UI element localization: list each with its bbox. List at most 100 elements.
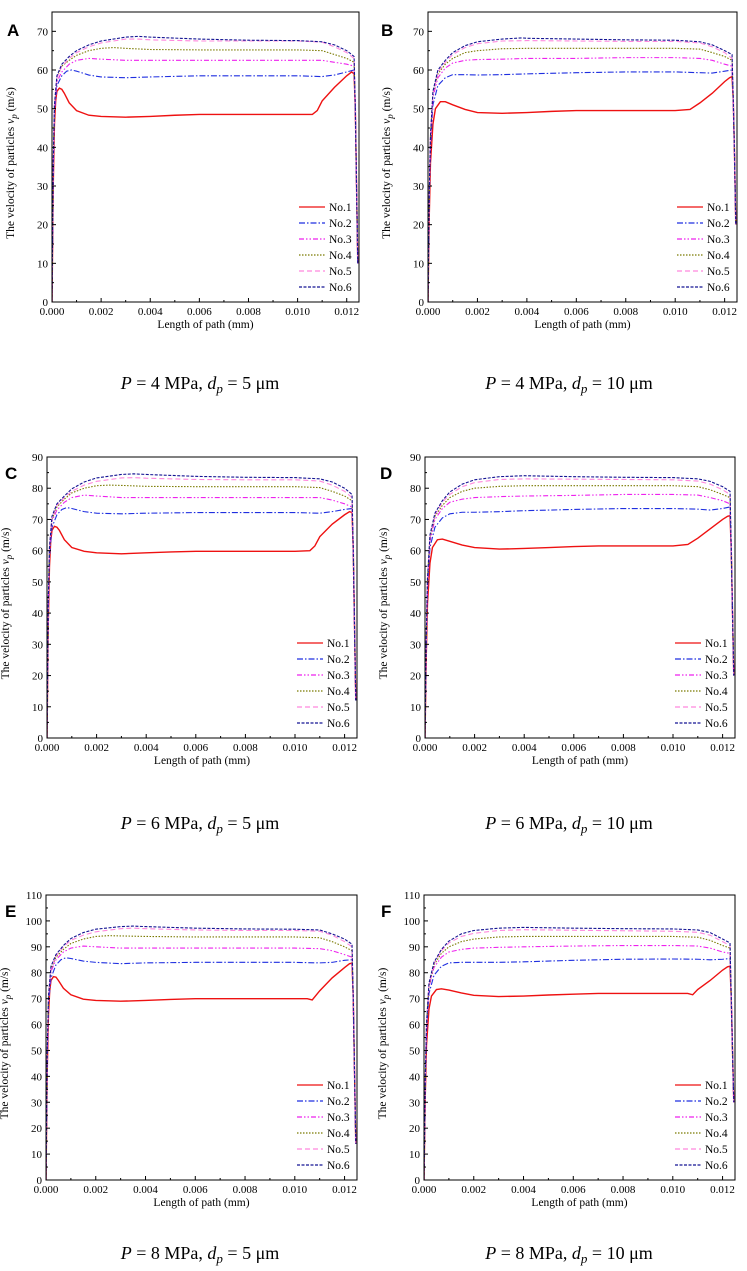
chart-e-ytick-label: 40 bbox=[31, 1071, 43, 1083]
chart-e-legend-label-3: No.3 bbox=[327, 1112, 350, 1124]
chart-e-caption: P = 8 MPa, dp = 5 μm bbox=[120, 1243, 279, 1266]
chart-a-ytick-label: 0 bbox=[43, 297, 49, 309]
chart-d-ytick-label: 60 bbox=[410, 546, 422, 558]
chart-b-ytick-label: 10 bbox=[413, 258, 425, 270]
chart-a-xtick-label: 0.012 bbox=[334, 306, 359, 318]
chart-e-ytick-label: 20 bbox=[31, 1123, 43, 1135]
chart-a-ytick-label: 10 bbox=[37, 258, 49, 270]
chart-e-xtick-label: 0.008 bbox=[233, 1184, 258, 1196]
chart-d-xlabel: Length of path (mm) bbox=[532, 755, 628, 767]
chart-d-series-2 bbox=[425, 506, 735, 738]
chart-c-ytick-label: 30 bbox=[32, 639, 44, 651]
chart-b-series-4 bbox=[428, 47, 737, 302]
chart-e-ylabel: The velocity of particles vp (m/s) bbox=[0, 967, 13, 1119]
chart-f-xlabel: Length of path (mm) bbox=[531, 1197, 627, 1209]
chart-f-caption-d-value: = 10 μm bbox=[587, 1243, 652, 1263]
chart-e: 0.000 0.002 0.004 0.006 0.008 0.010 0.012 0 10 20… bbox=[0, 890, 358, 1266]
chart-a-series-6 bbox=[52, 35, 359, 302]
chart-e-legend-label-2: No.2 bbox=[327, 1096, 350, 1108]
chart-e-xlabel: Length of path (mm) bbox=[153, 1197, 249, 1209]
chart-b-caption-p-var: P bbox=[484, 373, 496, 393]
chart-a-legend-label-2: No.2 bbox=[329, 218, 352, 230]
chart-d-caption-p-value: = 6 MPa, bbox=[496, 813, 572, 833]
chart-a-ytick-label: 20 bbox=[37, 220, 49, 232]
chart-c-ylabel: The velocity of particles vp (m/s) bbox=[0, 527, 14, 679]
chart-f-xtick-label: 0.010 bbox=[660, 1184, 685, 1196]
chart-e-legend-label-5: No.5 bbox=[327, 1144, 350, 1156]
chart-c-caption: P = 6 MPa, dp = 5 μm bbox=[120, 813, 279, 836]
chart-d-ytick-label: 40 bbox=[410, 608, 422, 620]
chart-a-ytick-label: 70 bbox=[37, 26, 49, 38]
chart-b-xtick-label: 0.012 bbox=[712, 306, 737, 318]
chart-b-legend-label-6: No.6 bbox=[707, 282, 730, 294]
chart-d-series-6 bbox=[425, 475, 735, 738]
chart-d-caption-d-sub: p bbox=[580, 821, 588, 836]
chart-d-legend-label-4: No.4 bbox=[705, 686, 728, 698]
chart-d-ytick-label: 30 bbox=[410, 639, 422, 651]
chart-f-ylabel-text: The velocity of particles bbox=[377, 1004, 389, 1119]
chart-d-ytick-label: 70 bbox=[410, 514, 422, 526]
chart-d-ylabel-text: The velocity of particles bbox=[378, 564, 390, 679]
chart-c-xtick-label: 0.010 bbox=[283, 742, 308, 754]
chart-d-xtick-label: 0.006 bbox=[561, 742, 586, 754]
chart-d-series-4 bbox=[425, 485, 735, 738]
chart-d-series-5 bbox=[425, 478, 735, 738]
chart-a-xtick-label: 0.000 bbox=[40, 306, 65, 318]
chart-f-legend-label-5: No.5 bbox=[705, 1144, 728, 1156]
chart-a-panel-label: A bbox=[7, 21, 19, 40]
chart-a-caption-d-sub: p bbox=[215, 381, 223, 396]
chart-a-caption-p-var: P bbox=[120, 373, 132, 393]
chart-c-legend-label-1: No.1 bbox=[327, 638, 350, 650]
chart-d-ylabel-unit: (m/s) bbox=[378, 527, 390, 554]
chart-c-xtick-label: 0.012 bbox=[332, 742, 357, 754]
chart-d-panel-label: D bbox=[380, 464, 392, 483]
chart-a-legend-label-3: No.3 bbox=[329, 234, 352, 246]
chart-f-ytick-label: 70 bbox=[409, 994, 421, 1006]
chart-d: 0.000 0.002 0.004 0.006 0.008 0.010 0.012 0 10 20… bbox=[378, 452, 736, 836]
chart-f-ytick-label: 90 bbox=[409, 942, 421, 954]
chart-e-xtick-label: 0.004 bbox=[133, 1184, 158, 1196]
chart-f-xtick-label: 0.000 bbox=[412, 1184, 437, 1196]
chart-e-frame bbox=[45, 894, 358, 1181]
chart-f-ylabel-sub: p bbox=[381, 994, 391, 1000]
chart-d-ytick-label: 80 bbox=[410, 483, 422, 495]
chart-e-xtick-label: 0.010 bbox=[282, 1184, 307, 1196]
chart-e-caption-d-var: d bbox=[207, 1243, 217, 1263]
chart-c-ylabel-var: v bbox=[0, 558, 12, 564]
chart-f-panel-label: F bbox=[381, 902, 391, 921]
chart-d-ylabel: The velocity of particles vp (m/s) bbox=[378, 527, 392, 679]
chart-f-ytick-label: 80 bbox=[409, 968, 421, 980]
chart-b-ylabel-var: v bbox=[381, 118, 393, 124]
chart-f-legend-label-4: No.4 bbox=[705, 1128, 728, 1140]
chart-a: 0.000 0.002 0.004 0.006 0.008 0.010 0.012 0 10 20… bbox=[5, 11, 360, 396]
chart-e-caption-d-value: = 5 μm bbox=[223, 1243, 279, 1263]
chart-e-ytick-label: 110 bbox=[26, 890, 43, 902]
chart-b-frame bbox=[427, 11, 738, 303]
chart-c-legend-label-6: No.6 bbox=[327, 718, 350, 730]
chart-f-xtick-label: 0.004 bbox=[511, 1184, 536, 1196]
chart-f-caption: P = 8 MPa, dp = 10 μm bbox=[484, 1243, 652, 1266]
chart-b-ytick-label: 20 bbox=[413, 220, 425, 232]
chart-f-ytick-label: 100 bbox=[404, 916, 421, 928]
chart-a-series-1 bbox=[52, 71, 359, 302]
chart-a-ylabel-unit: (m/s) bbox=[5, 87, 17, 114]
chart-b-ylabel-unit: (m/s) bbox=[381, 87, 393, 114]
chart-c-ylabel-text: The velocity of particles bbox=[0, 564, 12, 679]
chart-b-xtick-label: 0.000 bbox=[416, 306, 441, 318]
chart-b-ylabel: The velocity of particles vp (m/s) bbox=[381, 87, 395, 239]
chart-e-series-5 bbox=[46, 927, 357, 1180]
chart-c-caption-d-sub: p bbox=[215, 821, 223, 836]
chart-b-ytick-label: 50 bbox=[413, 104, 425, 116]
chart-b-ytick-label: 30 bbox=[413, 181, 425, 193]
chart-f-series-6 bbox=[424, 926, 735, 1180]
chart-b-xtick-label: 0.008 bbox=[613, 306, 638, 318]
chart-c-xlabel: Length of path (mm) bbox=[154, 755, 250, 767]
chart-c-ytick-label: 60 bbox=[32, 546, 44, 558]
chart-c-ytick-label: 90 bbox=[32, 452, 44, 464]
chart-b-series-2 bbox=[428, 69, 737, 302]
chart-a-caption-p-value: = 4 MPa, bbox=[132, 373, 208, 393]
chart-a-ylabel-text: The velocity of particles bbox=[5, 124, 17, 239]
chart-b-legend-label-4: No.4 bbox=[707, 250, 730, 262]
chart-f-ytick-label: 30 bbox=[409, 1097, 421, 1109]
chart-a-xtick-label: 0.010 bbox=[285, 306, 310, 318]
